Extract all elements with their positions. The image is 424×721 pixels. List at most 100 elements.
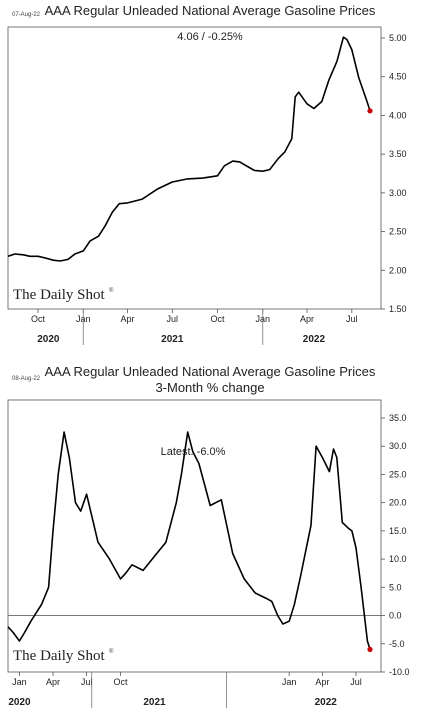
x-tick-label: Jul	[167, 314, 179, 324]
y-tick-label: 15.0	[389, 526, 407, 536]
year-label: 2021	[161, 334, 184, 345]
data-point	[198, 463, 199, 464]
data-point	[217, 175, 218, 176]
data-point	[105, 225, 106, 226]
data-point	[37, 256, 38, 257]
data-point	[232, 553, 233, 554]
y-tick-label: 30.0	[389, 441, 407, 451]
y-tick-label: -10.0	[389, 667, 410, 677]
x-tick-label: Jul	[350, 677, 362, 687]
y-tick-label: 25.0	[389, 469, 407, 479]
data-point	[154, 556, 155, 557]
data-point	[351, 49, 352, 50]
latest-value-marker	[367, 108, 373, 114]
data-point	[157, 188, 158, 189]
data-point	[336, 61, 337, 62]
data-point	[247, 166, 248, 167]
data-point	[165, 542, 166, 543]
data-point	[172, 181, 173, 182]
data-point	[30, 256, 31, 257]
data-point	[119, 203, 120, 204]
data-point	[127, 202, 128, 203]
data-point	[48, 587, 49, 588]
data-point	[176, 502, 177, 503]
data-point	[75, 502, 76, 503]
y-tick-label: 3.50	[389, 149, 407, 159]
data-point	[142, 199, 143, 200]
data-point	[294, 604, 295, 605]
latest-value-annotation: 4.06 / -0.25%	[177, 31, 243, 43]
data-point	[284, 151, 285, 152]
data-point	[255, 592, 256, 593]
x-tick-label: Oct	[114, 677, 129, 687]
x-tick-label: Oct	[211, 314, 226, 324]
data-point	[181, 474, 182, 475]
data-point	[361, 587, 362, 588]
data-point	[24, 632, 25, 633]
x-tick-label: Jul	[346, 314, 358, 324]
y-tick-label: 20.0	[389, 498, 407, 508]
y-tick-label: 4.50	[389, 72, 407, 82]
x-tick-label: Apr	[121, 314, 135, 324]
x-tick-label: Apr	[46, 677, 60, 687]
data-point	[44, 257, 45, 258]
x-tick-label: Apr	[300, 314, 314, 324]
data-point	[41, 604, 42, 605]
data-point	[291, 138, 292, 139]
data-point	[109, 559, 110, 560]
data-point	[358, 77, 359, 78]
data-point	[232, 161, 233, 162]
data-point	[328, 80, 329, 81]
data-point	[58, 474, 59, 475]
year-label: 2022	[315, 697, 338, 708]
data-point	[366, 101, 367, 102]
data-point	[221, 499, 222, 500]
brand-registered-mark: ®	[109, 287, 114, 294]
data-point	[329, 471, 330, 472]
data-point	[306, 103, 307, 104]
year-label: 2020	[37, 334, 60, 345]
latest-value-marker	[367, 646, 373, 653]
data-point	[210, 505, 211, 506]
data-point	[112, 212, 113, 213]
data-point	[277, 615, 278, 616]
price-chart-panel: 07-Aug-22 AAA Regular Unleaded National A…	[7, 3, 407, 345]
data-point	[367, 640, 368, 641]
data-point	[90, 240, 91, 241]
data-point	[355, 547, 356, 548]
data-point	[277, 158, 278, 159]
data-point	[254, 170, 255, 171]
date-stamp: 08-Aug-22	[12, 376, 41, 382]
data-point	[192, 451, 193, 452]
plot-frame	[7, 399, 382, 673]
data-point	[282, 623, 283, 624]
series-line	[7, 431, 371, 650]
series-line	[7, 36, 371, 262]
x-tick-label: Jul	[81, 677, 93, 687]
brand-watermark: The Daily Shot	[13, 648, 105, 664]
chart-title: AAA Regular Unleaded National Average Ga…	[45, 3, 376, 18]
data-point	[298, 92, 299, 93]
data-point	[336, 457, 337, 458]
data-point	[187, 432, 188, 433]
data-point	[80, 511, 81, 512]
data-point	[244, 578, 245, 579]
data-point	[7, 626, 8, 627]
y-tick-label: 5.0	[389, 582, 402, 592]
percent-change-chart-panel: 08-Aug-22 AAA Regular Unleaded National A…	[7, 364, 410, 708]
data-point	[23, 254, 24, 255]
data-point	[239, 161, 240, 162]
data-point	[69, 457, 70, 458]
y-tick-label: 4.00	[389, 110, 407, 120]
data-point	[74, 253, 75, 254]
x-tick-label: Jan	[12, 677, 27, 687]
year-label: 2020	[8, 697, 31, 708]
data-point	[19, 640, 20, 641]
data-point	[269, 169, 270, 170]
data-point	[271, 601, 272, 602]
data-point	[322, 457, 323, 458]
data-point	[60, 260, 61, 261]
data-point	[120, 578, 121, 579]
